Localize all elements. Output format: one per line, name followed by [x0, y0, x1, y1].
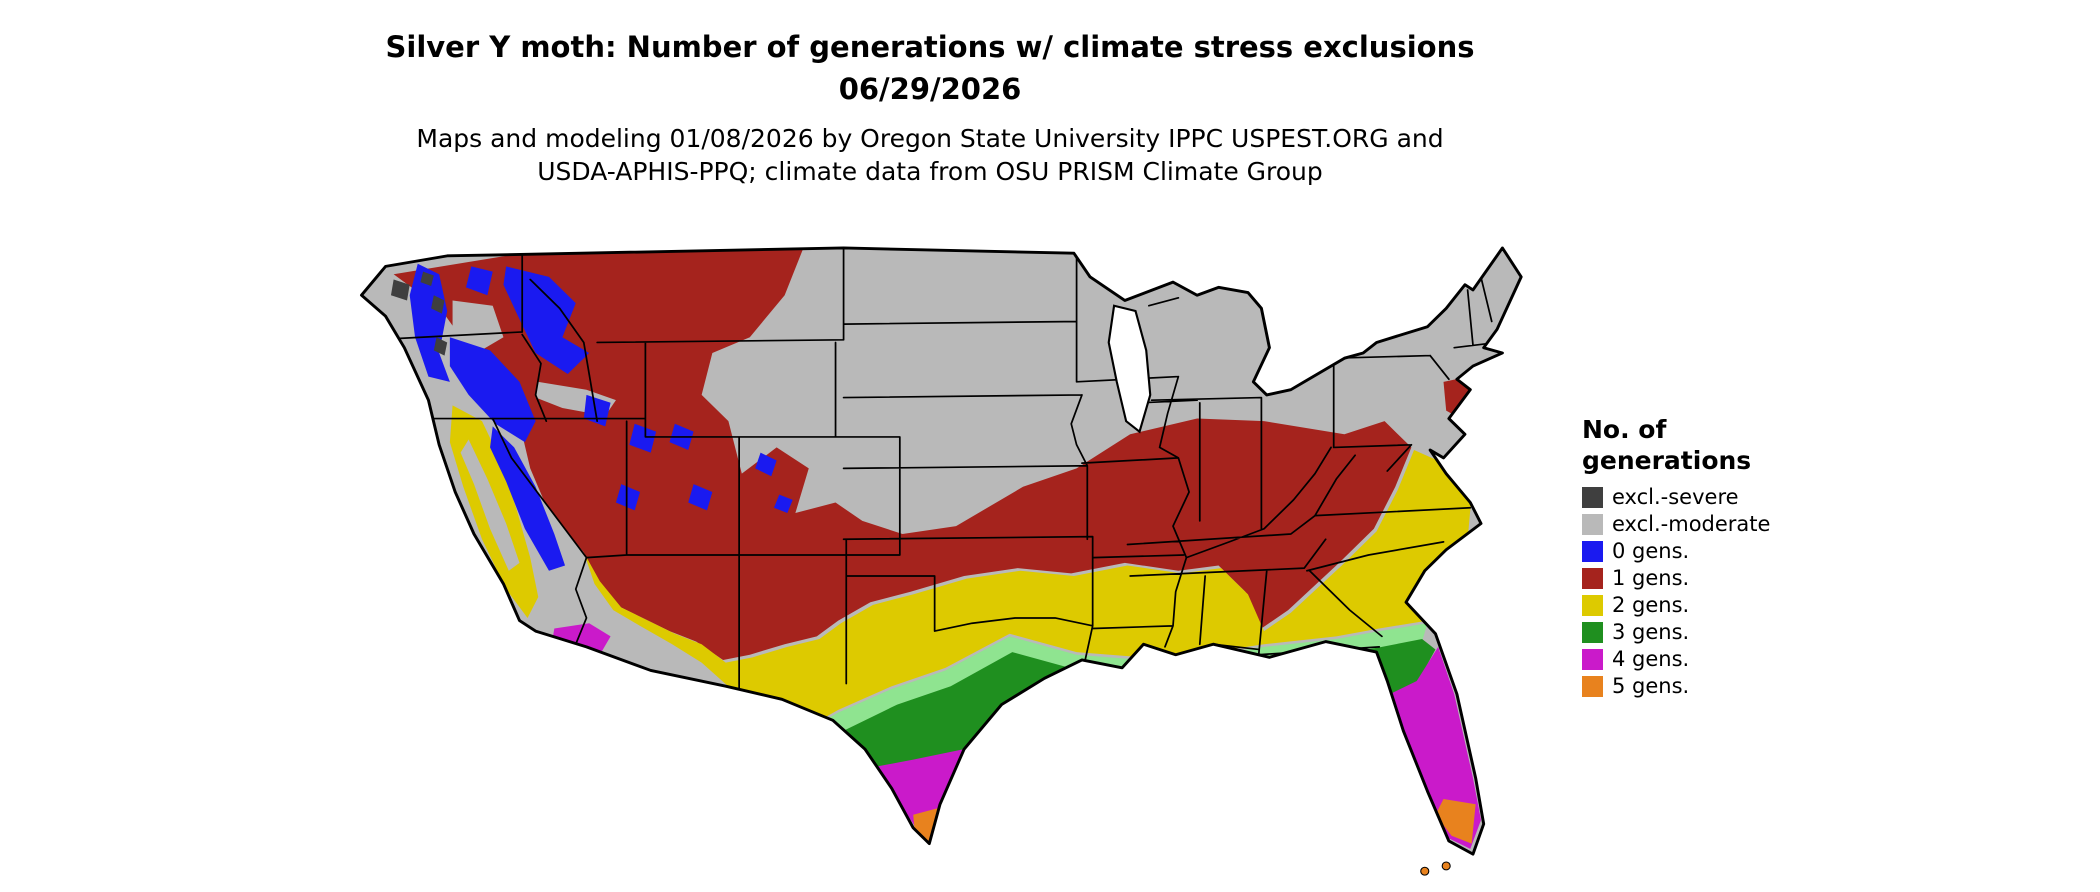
- legend-swatch: [1582, 486, 1603, 508]
- map-region-excl-moderate-columbia-basin: [452, 300, 504, 353]
- map-region-0-gens-nevada-utah-patches: [465, 266, 713, 511]
- legend-swatch: [1582, 513, 1603, 535]
- map-region-0-gens-northern-rockies: [503, 266, 590, 374]
- subtitle-block: Maps and modeling 01/08/2026 by Oregon S…: [0, 122, 1860, 188]
- legend-item-label: excl.-severe: [1612, 485, 1739, 509]
- legend-item: 0 gens.: [1582, 539, 1862, 563]
- legend-swatch: [1582, 621, 1603, 643]
- legend-item-label: 3 gens.: [1612, 620, 1690, 644]
- map-region-excl-severe-peaks: [390, 271, 448, 356]
- florida-keys-dot: [1441, 861, 1451, 871]
- legend-swatch: [1582, 540, 1603, 562]
- legend-item: 4 gens.: [1582, 647, 1862, 671]
- map-region-0-gens-colorado-patches: [755, 452, 793, 514]
- legend-title-line-1: No. of: [1582, 415, 1667, 444]
- legend-item-label: 5 gens.: [1612, 674, 1690, 698]
- map-region-5-gens-arizona-spot: [581, 657, 592, 668]
- map-fill-layers: [361, 247, 1522, 855]
- legend-item: 2 gens.: [1582, 593, 1862, 617]
- legend-item: 5 gens.: [1582, 674, 1862, 698]
- legend: No. of generations excl.-severe excl.-mo…: [1582, 414, 1862, 702]
- legend-item: 1 gens.: [1582, 566, 1862, 590]
- legend-item-label: excl.-moderate: [1612, 512, 1771, 536]
- legend-item-label: 0 gens.: [1612, 539, 1690, 563]
- map-region-4-gens-florida: [1384, 646, 1482, 849]
- us-generations-map: [324, 227, 1556, 883]
- map-date: 06/29/2026: [838, 72, 1022, 106]
- florida-keys-dot: [1420, 866, 1430, 876]
- legend-item-label: 4 gens.: [1612, 647, 1690, 671]
- legend-item-label: 2 gens.: [1612, 593, 1690, 617]
- map-region-0-gens-oregon-klamath: [449, 337, 536, 443]
- legend-title: No. of generations: [1582, 414, 1862, 476]
- legend-item: excl.-severe: [1582, 485, 1862, 509]
- legend-swatch: [1582, 648, 1603, 670]
- us-outline: [360, 246, 1523, 856]
- map-region-0-gens-cascades: [409, 263, 450, 382]
- map-region-excl-moderate-central-valley: [460, 439, 520, 571]
- map-region-1-gens: [393, 247, 1412, 660]
- legend-item: excl.-moderate: [1582, 512, 1862, 536]
- subtitle-line-1: Maps and modeling 01/08/2026 by Oregon S…: [416, 124, 1444, 153]
- title-block: Silver Y moth: Number of generations w/ …: [0, 26, 1860, 110]
- map-region-0-gens-sierra-nevada: [490, 426, 566, 571]
- legend-item-label: 1 gens.: [1612, 566, 1690, 590]
- legend-swatch: [1582, 567, 1603, 589]
- legend-title-line-2: generations: [1582, 446, 1752, 475]
- legend-swatch: [1582, 675, 1603, 697]
- map-region-2-gens: [583, 450, 1473, 739]
- legend-swatch: [1582, 594, 1603, 616]
- map-title: Silver Y moth: Number of generations w/ …: [385, 30, 1475, 64]
- legend-item: 3 gens.: [1582, 620, 1862, 644]
- subtitle-line-2: USDA-APHIS-PPQ; climate data from OSU PR…: [537, 157, 1323, 186]
- us-map-svg: [360, 246, 1523, 876]
- map-region-5-gens-south-florida: [1435, 799, 1476, 844]
- lake-michigan: [1107, 304, 1152, 434]
